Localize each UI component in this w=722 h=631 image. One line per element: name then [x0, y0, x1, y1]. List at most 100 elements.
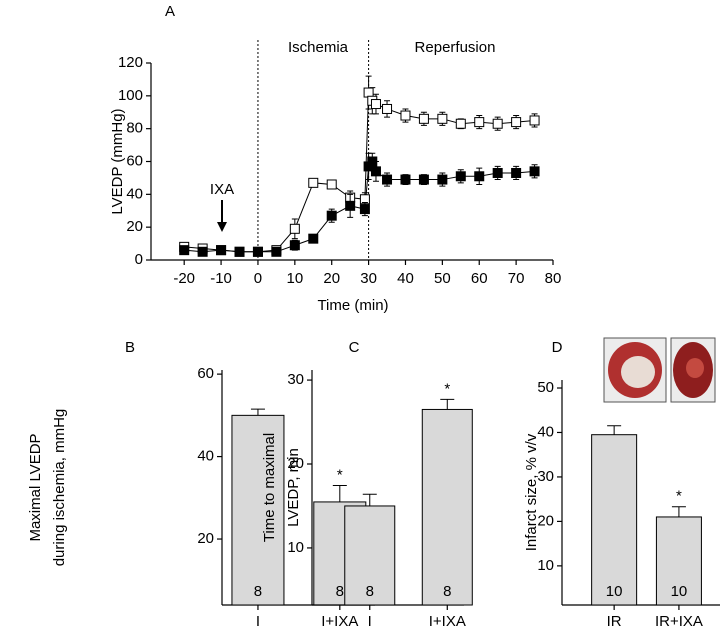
marker — [492, 167, 503, 178]
marker — [437, 113, 448, 124]
y-axis-label: Time to maximal — [261, 433, 278, 542]
x-tick-label: IR+IXA — [655, 613, 703, 630]
x-tick-label: 70 — [508, 270, 525, 287]
n-label: 8 — [254, 583, 262, 600]
marker — [367, 156, 378, 167]
y-tick-label: 10 — [287, 539, 304, 556]
error-bar — [362, 493, 377, 506]
y-tick-label: 30 — [287, 371, 304, 388]
marker — [370, 166, 381, 177]
marker — [511, 167, 522, 178]
y-axis-label: LVEDP (mmHg) — [109, 108, 126, 214]
significance-mark: * — [676, 488, 682, 505]
x-tick-label: 10 — [286, 270, 303, 287]
y-tick-label: 40 — [126, 185, 143, 202]
y-tick-label: 40 — [197, 448, 214, 465]
marker — [326, 210, 337, 221]
y-tick-label: 120 — [118, 54, 143, 71]
heart-irixa-core — [686, 358, 704, 378]
significance-mark: * — [337, 466, 343, 483]
n-label: 8 — [336, 583, 344, 600]
bar — [344, 505, 396, 606]
marker — [370, 99, 381, 110]
marker — [455, 118, 466, 129]
bar — [591, 434, 638, 606]
marker — [418, 174, 429, 185]
x-tick-label: 60 — [471, 270, 488, 287]
heart-images — [603, 337, 716, 403]
error-bar — [332, 484, 347, 502]
panel-label: D — [552, 339, 563, 356]
marker — [289, 240, 300, 251]
marker — [359, 204, 370, 215]
marker — [437, 174, 448, 185]
error-bar — [440, 398, 455, 410]
error-bar — [671, 506, 686, 517]
marker — [400, 174, 411, 185]
n-label: 8 — [443, 583, 451, 600]
marker — [308, 177, 319, 188]
panel-label: C — [349, 339, 360, 356]
x-tick-label: I+IXA — [321, 613, 358, 630]
y-tick-label: 80 — [126, 120, 143, 137]
x-tick-label: I — [368, 613, 372, 630]
marker — [234, 246, 245, 257]
y-tick-label: 50 — [537, 379, 554, 396]
x-tick-label: 20 — [323, 270, 340, 287]
y-tick-label: 20 — [126, 218, 143, 235]
marker — [216, 245, 227, 256]
y-tick-label: 60 — [126, 152, 143, 169]
x-tick-label: -10 — [210, 270, 232, 287]
n-label: 10 — [671, 583, 688, 600]
marker — [511, 117, 522, 128]
x-tick-label: I+IXA — [429, 613, 466, 630]
y-tick-label: 0 — [135, 251, 143, 268]
y-axis-label: Maximal LVEDP — [27, 433, 44, 541]
marker — [382, 174, 393, 185]
annotation: Reperfusion — [415, 39, 496, 56]
y-axis-label: Infarct size, % v/v — [523, 433, 540, 551]
y-tick-label: 100 — [118, 87, 143, 104]
arrow-head — [217, 222, 227, 232]
error-bar — [250, 408, 265, 416]
error-bar — [607, 425, 622, 435]
marker — [345, 200, 356, 211]
x-tick-label: -20 — [173, 270, 195, 287]
x-tick-label: 0 — [254, 270, 262, 287]
marker — [326, 179, 337, 190]
n-label: 8 — [366, 583, 374, 600]
n-label: 10 — [606, 583, 623, 600]
y-tick-label: 30 — [537, 468, 554, 485]
marker — [529, 166, 540, 177]
marker — [474, 117, 485, 128]
x-tick-label: I — [256, 613, 260, 630]
marker — [197, 246, 208, 257]
bar — [421, 408, 473, 606]
y-tick-label: 20 — [197, 530, 214, 547]
y-tick-label: 20 — [537, 512, 554, 529]
marker — [455, 171, 466, 182]
x-tick-label: IR — [607, 613, 622, 630]
marker — [382, 103, 393, 114]
y-axis-label: LVEDP, min — [285, 448, 302, 527]
bar — [655, 516, 702, 606]
marker — [179, 245, 190, 256]
marker — [363, 87, 374, 98]
marker — [400, 110, 411, 121]
annotation: IXA — [210, 181, 234, 198]
x-axis-label: Time (min) — [317, 297, 388, 314]
x-tick-label: 80 — [545, 270, 562, 287]
panel-label: A — [165, 3, 175, 20]
x-tick-label: 40 — [397, 270, 414, 287]
y-tick-label: 60 — [197, 365, 214, 382]
bar — [231, 414, 285, 606]
x-tick-label: 50 — [434, 270, 451, 287]
marker — [529, 115, 540, 126]
y-tick-label: 40 — [537, 423, 554, 440]
heart-ir-pale — [621, 356, 655, 388]
marker — [289, 223, 300, 234]
y-axis-label: during ischemia, mmHg — [51, 409, 68, 567]
panel-label: B — [125, 339, 135, 356]
marker — [492, 118, 503, 129]
y-tick-label: 10 — [537, 557, 554, 574]
